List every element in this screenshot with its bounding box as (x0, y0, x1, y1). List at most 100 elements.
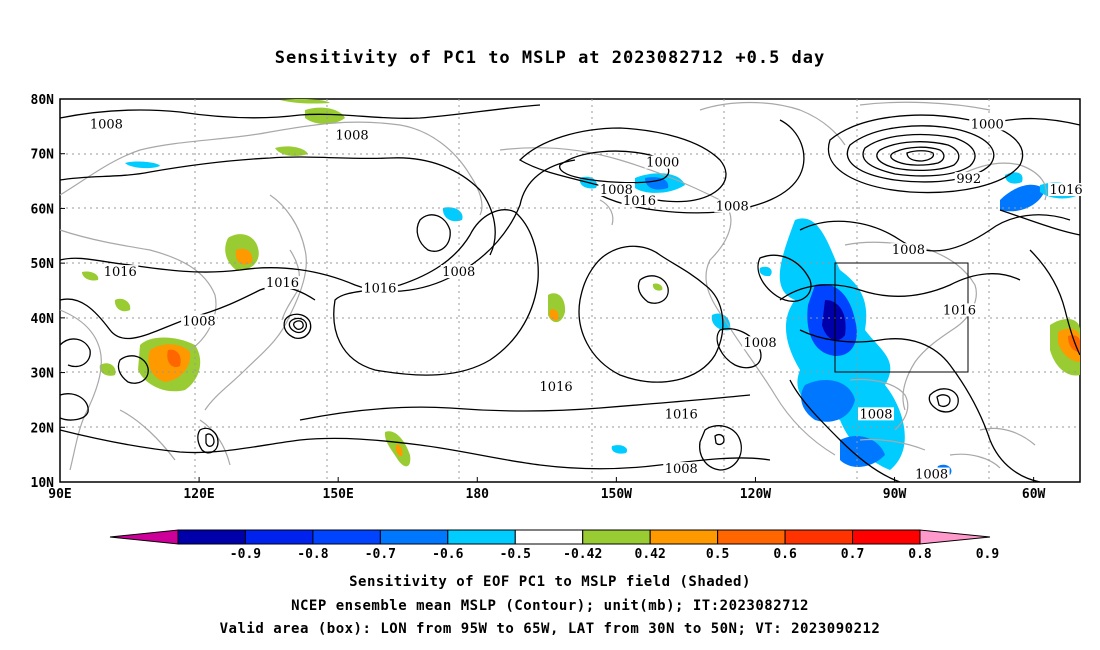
contour-label-bg (621, 193, 658, 207)
contour-label: 1008 (915, 468, 948, 483)
contour-label: 1016 (623, 194, 656, 209)
colorbar-label: -0.5 (500, 547, 531, 562)
shade-blue-pacific1b (645, 177, 669, 190)
colorbar-label: -0.8 (297, 547, 328, 562)
colorbar-swatch (717, 529, 786, 545)
contour-label: 1000 (646, 156, 679, 171)
shade-blue-caribbean (840, 435, 885, 467)
contour-label: 1016 (266, 276, 299, 291)
contour-label-bg (941, 303, 978, 317)
contour-label: 1016 (665, 407, 698, 422)
colorbar-high-triangle (919, 529, 991, 545)
caption-line-2: NCEP ensemble mean MSLP (Contour); unit(… (291, 598, 809, 614)
lon-label: 180 (466, 487, 490, 502)
map-frame (59, 98, 1081, 483)
colorbar-swatch (244, 529, 314, 545)
contour-label-bg (663, 407, 700, 421)
contour-label-bg (538, 379, 575, 393)
colorbar-label: -0.7 (365, 547, 396, 562)
contour-label-bg (858, 407, 894, 421)
contour-label-bg (714, 199, 751, 213)
lat-label: 80N (31, 93, 55, 108)
colorbar-label: -0.9 (230, 547, 261, 562)
shade-green-arctic2 (280, 99, 330, 104)
contour-label-bg (969, 117, 1006, 131)
shade-green-small2 (99, 363, 116, 376)
shade-green-small1 (114, 298, 131, 312)
shade-blue-small1 (759, 266, 772, 277)
lat-label: 60N (31, 202, 55, 217)
lat-label: 40N (31, 312, 55, 327)
contour-label: 1008 (892, 243, 925, 258)
colorbar-label: 0.7 (841, 547, 864, 562)
contour-label: 1008 (90, 117, 123, 132)
contour-label-bg (181, 314, 218, 328)
shade-blue-kamchatka (442, 207, 463, 222)
lat-label: 10N (31, 476, 55, 491)
shade-blue-arctic1 (125, 161, 160, 169)
lon-label: 90W (883, 487, 907, 502)
colorbar-swatch (447, 529, 516, 545)
lat-label: 20N (31, 421, 55, 436)
contour-label: 1016 (943, 303, 976, 318)
lon-label: 90E (48, 487, 71, 502)
colorbar-swatch (852, 529, 921, 545)
lon-label: 120W (740, 487, 771, 502)
contour-label-bg (954, 172, 983, 186)
colorbar-swatch (379, 529, 449, 545)
colorbar-label: -0.6 (432, 547, 463, 562)
shade-orange-korea (235, 248, 253, 265)
contour-label: 1008 (665, 462, 698, 477)
contour-label: 1000 (971, 117, 1004, 132)
contour-label-bg (644, 155, 681, 169)
contour-label-bg (102, 265, 139, 279)
contour-label: 1008 (716, 199, 749, 214)
lat-label: 70N (31, 148, 55, 163)
caption-line-3: Valid area (box): LON from 95W to 65W, L… (219, 621, 881, 637)
colorbar-label: 0.42 (635, 547, 666, 562)
lon-label: 120E (183, 487, 214, 502)
contour-label-bg (913, 467, 950, 481)
colorbar-label: 0.8 (908, 547, 932, 562)
contour-label: 1016 (363, 282, 396, 297)
lat-label: 30N (31, 367, 55, 382)
colorbar-label: -0.42 (563, 547, 602, 562)
contour-label-bg (663, 462, 700, 476)
colorbar-label: 0.5 (706, 547, 729, 562)
shade-green-small3 (82, 271, 99, 281)
valid-area-box (834, 262, 969, 373)
lat-label: 50N (31, 257, 55, 272)
colorbar-swatch (177, 529, 246, 545)
contour-label: 1008 (744, 336, 777, 351)
contour-label: 1016 (104, 265, 137, 280)
contour-label: 1008 (442, 265, 475, 280)
contour-label: 1008 (859, 407, 892, 422)
shade-red-china (167, 349, 181, 368)
contour-label: 1016 (540, 380, 573, 395)
contour-label-bg (440, 265, 477, 279)
lon-label: 60W (1022, 487, 1046, 502)
contour-label: 1008 (336, 128, 369, 143)
contour-label-bg (598, 183, 635, 197)
shade-blue-eastpac (711, 313, 731, 331)
contour-label: 1016 (1050, 183, 1083, 198)
shade-orange-mid (395, 444, 403, 457)
contour-label-bg (890, 243, 927, 257)
contour-label-bg (742, 336, 779, 350)
contour-label: 992 (956, 172, 981, 187)
shade-blue-atlantic (1000, 184, 1045, 212)
caption-line-1: Sensitivity of EOF PC1 to MSLP field (Sh… (349, 574, 751, 590)
chart-title: Sensitivity of PC1 to MSLP at 2023082712… (274, 48, 826, 68)
grid-lines (60, 99, 1080, 482)
lon-label: 150W (601, 487, 632, 502)
shade-blue-core2 (822, 300, 846, 341)
contour-labels: 1008 1008 1008 1000 1016 1008 1000 992 1016 1008 1… (88, 117, 1085, 483)
colorbar-swatch (312, 529, 381, 545)
shade-orange-pacific (549, 309, 559, 321)
colorbar: -0.9 -0.8 -0.7 -0.6 -0.5 -0.42 0.42 0.5 0.6 0.7 0.… (109, 529, 999, 562)
lon-label: 150E (323, 487, 354, 502)
sensitivity-map: 1008 1008 1008 1000 1016 1008 1000 992 1016 1008 1… (31, 93, 1085, 562)
colorbar-swatch (649, 529, 719, 545)
contour-label-bg (88, 117, 125, 131)
